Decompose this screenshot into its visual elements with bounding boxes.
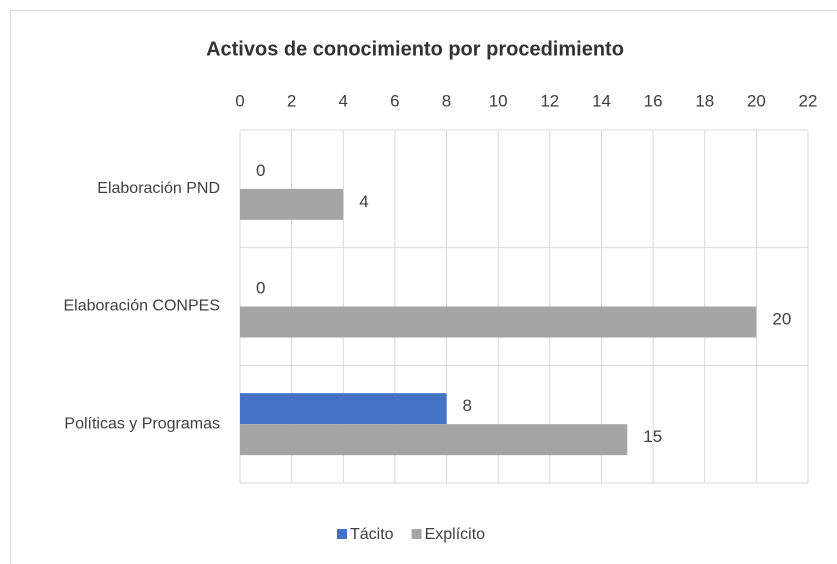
legend-label: Explícito bbox=[425, 526, 486, 543]
chart-title: Activos de conocimiento por procedimient… bbox=[206, 38, 624, 60]
bar bbox=[240, 306, 757, 338]
data-label: 4 bbox=[359, 192, 368, 211]
data-label: 0 bbox=[256, 161, 265, 180]
x-tick-label: 0 bbox=[235, 91, 244, 110]
chart-border bbox=[10, 10, 837, 564]
data-label: 8 bbox=[463, 396, 472, 415]
y-tick-label: Políticas y Programas bbox=[64, 415, 220, 432]
x-tick-label: 16 bbox=[644, 91, 663, 110]
x-tick-label: 20 bbox=[747, 91, 766, 110]
bar bbox=[240, 188, 344, 220]
data-label: 0 bbox=[256, 278, 265, 297]
x-tick-label: 4 bbox=[339, 91, 348, 110]
legend-swatch bbox=[337, 529, 347, 539]
legend-swatch bbox=[411, 529, 422, 539]
bar bbox=[240, 424, 628, 456]
x-tick-label: 18 bbox=[695, 91, 714, 110]
x-tick-label: 12 bbox=[540, 91, 559, 110]
y-tick-label: Elaboración PND bbox=[97, 180, 220, 197]
data-label: 20 bbox=[772, 309, 791, 328]
x-tick-label: 6 bbox=[390, 91, 399, 110]
bar bbox=[240, 393, 447, 425]
x-tick-label: 22 bbox=[799, 91, 818, 110]
y-tick-label: Elaboración CONPES bbox=[63, 298, 220, 315]
x-tick-label: 8 bbox=[442, 91, 451, 110]
legend-label: Tácito bbox=[350, 526, 394, 543]
data-label: 15 bbox=[643, 427, 662, 446]
x-tick-label: 10 bbox=[489, 91, 508, 110]
x-tick-label: 2 bbox=[287, 91, 296, 110]
x-tick-label: 14 bbox=[592, 91, 611, 110]
